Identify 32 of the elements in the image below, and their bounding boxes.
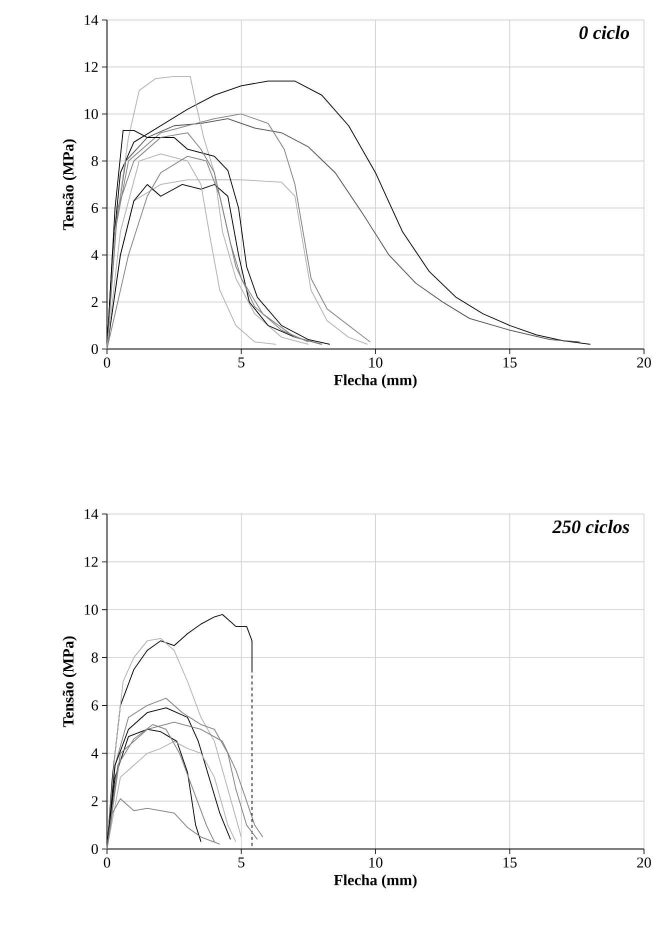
x-tick-label: 5 bbox=[238, 358, 244, 368]
x-tick-label: 5 bbox=[238, 858, 244, 868]
y-tick-label: 8 bbox=[92, 156, 98, 166]
x-tick-label: 20 bbox=[637, 358, 651, 368]
x-tick-label: 15 bbox=[504, 358, 517, 368]
y-axis-title: Tensão (MPa) bbox=[62, 139, 77, 230]
y-tick-label: 2 bbox=[92, 796, 98, 806]
chart-title: 250 ciclos bbox=[552, 520, 630, 534]
chart-title: 0 ciclo bbox=[579, 26, 630, 40]
x-tick-label: 20 bbox=[637, 858, 651, 868]
x-tick-label: 15 bbox=[504, 858, 517, 868]
y-tick-label: 10 bbox=[84, 604, 98, 615]
x-tick-label: 10 bbox=[369, 358, 382, 368]
y-tick-label: 8 bbox=[92, 652, 98, 663]
x-axis-title: Flecha (mm) bbox=[334, 374, 417, 388]
x-tick-label: 0 bbox=[104, 358, 110, 368]
y-tick-label: 6 bbox=[92, 700, 98, 710]
y-tick-label: 0 bbox=[92, 844, 98, 854]
y-tick-label: 12 bbox=[84, 62, 98, 72]
y-tick-label: 14 bbox=[84, 509, 98, 519]
y-tick-label: 0 bbox=[92, 344, 98, 354]
y-tick-label: 6 bbox=[92, 202, 98, 214]
x-axis-title: Flecha (mm) bbox=[334, 874, 417, 888]
y-tick-label: 14 bbox=[84, 15, 98, 25]
y-tick-label: 4 bbox=[91, 250, 98, 260]
x-tick-label: 10 bbox=[369, 858, 382, 868]
y-tick-label: 10 bbox=[84, 108, 98, 120]
y-tick-label: 4 bbox=[91, 748, 98, 758]
y-tick-label: 2 bbox=[92, 297, 98, 307]
x-tick-label: 0 bbox=[104, 858, 110, 868]
y-tick-label: 12 bbox=[84, 556, 98, 567]
y-axis-title: Tensão (MPa) bbox=[62, 636, 77, 728]
